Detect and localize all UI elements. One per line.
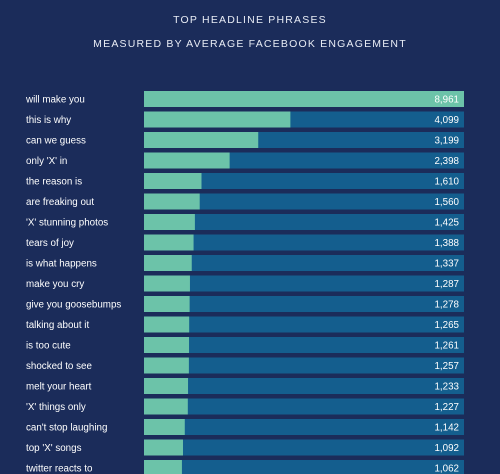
chart-subtitle: MEASURED BY AVERAGE FACEBOOK ENGAGEMENT xyxy=(93,38,407,50)
category-label: the reason is xyxy=(26,177,82,188)
category-label: will make you xyxy=(25,95,85,106)
value-label: 1,560 xyxy=(434,197,459,208)
category-label: is what happens xyxy=(26,259,97,270)
bar-row: make you cry 1,287 xyxy=(26,275,464,292)
bar xyxy=(144,439,183,456)
bar xyxy=(144,91,464,107)
bar-row: only 'X' in 2,398 xyxy=(26,152,464,169)
bar-row: twitter reacts to 1,062 xyxy=(26,460,464,474)
value-label: 8,961 xyxy=(434,95,459,106)
value-label: 1,261 xyxy=(434,341,459,352)
category-label: give you goosebumps xyxy=(26,300,121,311)
value-label: 3,199 xyxy=(434,136,459,147)
category-label: shocked to see xyxy=(26,361,92,372)
category-label: twitter reacts to xyxy=(26,464,93,474)
category-label: can we guess xyxy=(26,136,86,147)
value-label: 1,062 xyxy=(434,464,459,474)
category-label: are freaking out xyxy=(26,197,94,208)
bar-row: tears of joy 1,388 xyxy=(26,234,464,251)
bar xyxy=(144,111,291,128)
bar-track xyxy=(144,378,464,394)
bar xyxy=(144,152,230,169)
value-label: 1,227 xyxy=(434,402,459,413)
bar-row: melt your heart 1,233 xyxy=(26,378,464,394)
value-label: 1,287 xyxy=(434,279,459,290)
category-label: make you cry xyxy=(26,279,84,290)
bar xyxy=(144,173,202,189)
bar-track xyxy=(144,193,464,210)
bar-track xyxy=(144,316,464,333)
bar-track xyxy=(144,419,464,435)
bar xyxy=(144,357,189,374)
bar-row: 'X' stunning photos 1,425 xyxy=(26,214,464,230)
bar-track xyxy=(144,275,464,292)
bar-row: will make you 8,961 xyxy=(25,91,464,107)
category-label: melt your heart xyxy=(26,382,92,393)
value-label: 1,278 xyxy=(434,300,459,311)
bar xyxy=(144,337,190,353)
bar xyxy=(144,316,190,333)
bar xyxy=(144,378,189,394)
bar-row: are freaking out 1,560 xyxy=(26,193,464,210)
bar-track xyxy=(144,337,464,353)
value-label: 1,233 xyxy=(434,382,459,393)
category-label: can't stop laughing xyxy=(26,423,107,434)
bar-track xyxy=(144,255,464,271)
bar-row: shocked to see 1,257 xyxy=(26,357,464,374)
category-label: top 'X' songs xyxy=(26,443,82,454)
bar-row: talking about it 1,265 xyxy=(26,316,464,333)
category-label: only 'X' in xyxy=(26,156,67,167)
value-label: 1,388 xyxy=(434,238,459,249)
category-label: tears of joy xyxy=(26,238,74,249)
bar-track xyxy=(144,234,464,251)
bar xyxy=(144,234,194,251)
bar xyxy=(144,132,259,148)
category-label: is too cute xyxy=(26,341,71,352)
value-label: 1,257 xyxy=(434,361,459,372)
value-label: 1,610 xyxy=(434,177,459,188)
chart-title: TOP HEADLINE PHRASES xyxy=(173,14,327,26)
bar-track xyxy=(144,296,464,312)
bar xyxy=(144,193,200,210)
bar xyxy=(144,419,185,435)
bar-row: is what happens 1,337 xyxy=(26,255,464,271)
value-label: 1,425 xyxy=(434,218,459,229)
bar-row: the reason is 1,610 xyxy=(26,173,464,189)
bar xyxy=(144,255,192,271)
value-label: 1,092 xyxy=(434,443,459,454)
bar-track xyxy=(144,439,464,456)
bar-row: can we guess 3,199 xyxy=(26,132,464,148)
value-label: 2,398 xyxy=(434,156,459,167)
bar-row: can't stop laughing 1,142 xyxy=(26,419,464,435)
value-label: 1,265 xyxy=(434,320,459,331)
value-label: 4,099 xyxy=(434,115,459,126)
bar-track xyxy=(144,357,464,374)
bar xyxy=(144,398,188,415)
bar-row: is too cute 1,261 xyxy=(26,337,464,353)
bar-track xyxy=(144,460,464,474)
bar-row: 'X' things only 1,227 xyxy=(26,398,464,415)
bar xyxy=(144,296,190,312)
bar-row: give you goosebumps 1,278 xyxy=(26,296,464,312)
category-label: talking about it xyxy=(26,320,89,331)
bar xyxy=(144,214,195,230)
category-label: 'X' things only xyxy=(26,402,86,413)
value-label: 1,142 xyxy=(434,423,459,434)
category-label: this is why xyxy=(26,115,71,126)
bar-track xyxy=(144,398,464,415)
value-label: 1,337 xyxy=(434,259,459,270)
bar-row: this is why 4,099 xyxy=(26,111,464,128)
bar xyxy=(144,460,182,474)
bar-row: top 'X' songs 1,092 xyxy=(26,439,464,456)
bar-track xyxy=(144,173,464,189)
bar xyxy=(144,275,190,292)
bar-track xyxy=(144,214,464,230)
category-label: 'X' stunning photos xyxy=(26,218,108,229)
